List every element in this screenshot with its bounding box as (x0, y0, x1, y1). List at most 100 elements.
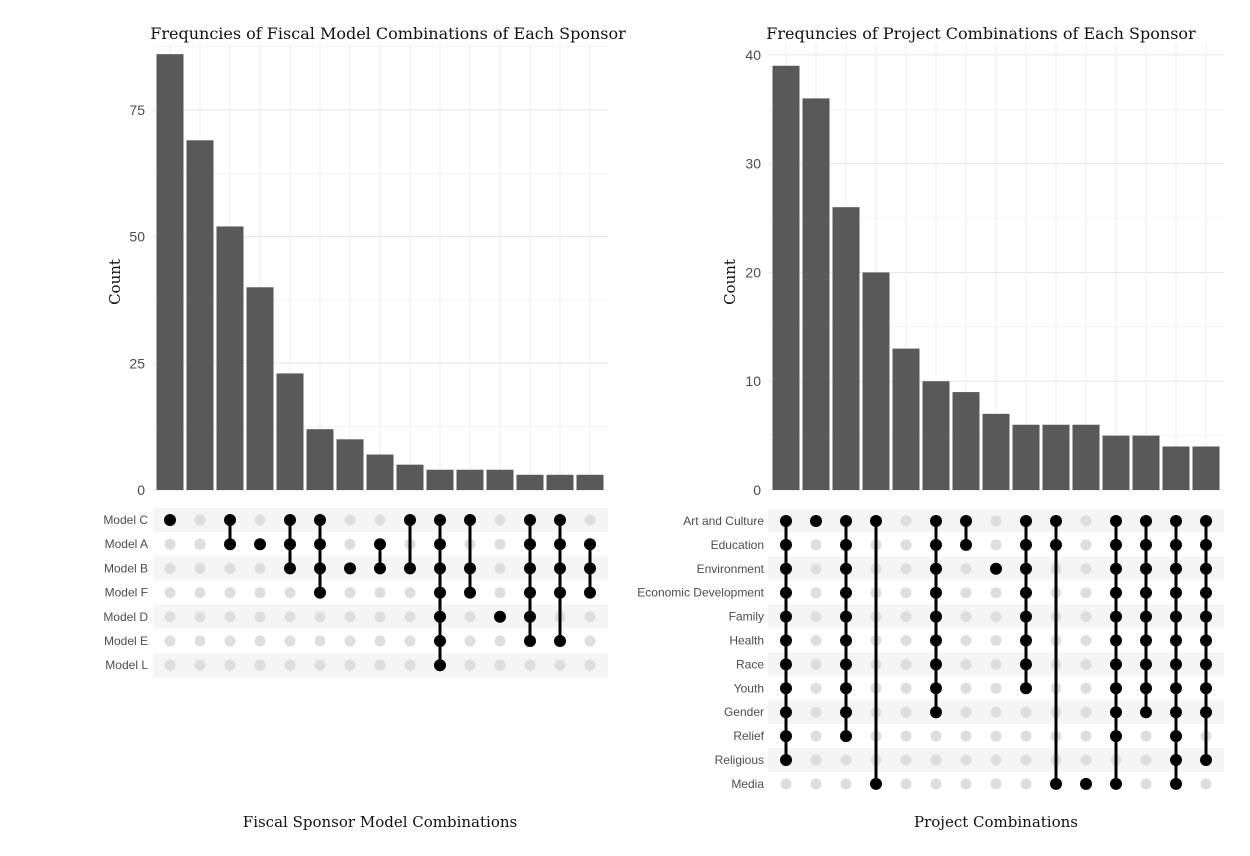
matrix-dot-empty (900, 611, 912, 623)
matrix-dot-empty (900, 539, 912, 551)
matrix-dot-filled (164, 514, 176, 526)
set-label: Model C (103, 513, 148, 527)
matrix-dot-filled (524, 610, 536, 623)
bar (216, 226, 244, 491)
matrix-dot-empty (1080, 730, 1092, 742)
matrix-dot-empty (284, 611, 296, 623)
matrix-dot-empty (930, 754, 942, 766)
matrix-dot-empty (254, 659, 266, 671)
set-label: Gender (724, 705, 764, 719)
matrix-dot-filled (524, 635, 536, 647)
matrix-dot-empty (284, 659, 296, 671)
matrix-dot-filled (930, 706, 942, 719)
matrix-dot-filled (1200, 706, 1212, 719)
matrix-dot-filled (1110, 610, 1122, 623)
matrix-dot-filled (1170, 682, 1182, 695)
matrix-dot-filled (1110, 562, 1122, 575)
matrix-dot-empty (900, 682, 912, 694)
bar (922, 381, 950, 490)
matrix-dot-filled (780, 730, 792, 743)
matrix-dot-filled (1110, 634, 1122, 647)
matrix-dot-empty (494, 514, 506, 526)
bar (832, 207, 860, 491)
matrix-dot-empty (1140, 778, 1152, 790)
bar (1012, 424, 1040, 490)
bar (276, 373, 304, 490)
matrix-dot-filled (1170, 515, 1182, 527)
bar (892, 348, 920, 490)
matrix-dot-filled (840, 682, 852, 695)
bar (952, 392, 980, 490)
matrix-dot-filled (1170, 730, 1182, 743)
matrix-dot-filled (1140, 706, 1152, 719)
matrix-dot-empty (584, 659, 596, 671)
matrix-dot-filled (870, 515, 882, 527)
bar (396, 464, 424, 490)
bar (1042, 424, 1070, 490)
matrix-dot-filled (1140, 682, 1152, 695)
matrix-dot-empty (584, 635, 596, 647)
matrix-dot-empty (254, 514, 266, 526)
matrix-dot-filled (1170, 610, 1182, 623)
matrix-dot-empty (494, 562, 506, 574)
set-label: Model L (105, 658, 148, 672)
matrix-dot-empty (464, 659, 476, 671)
bar (1162, 446, 1190, 490)
matrix-dot-filled (314, 538, 326, 551)
y-tick-label: 75 (129, 102, 145, 118)
matrix-dot-filled (1200, 538, 1212, 551)
matrix-dot-empty (374, 659, 386, 671)
matrix-dot-empty (990, 778, 1002, 790)
matrix-dot-empty (1080, 539, 1092, 551)
matrix-dot-filled (1170, 658, 1182, 671)
matrix-dot-filled (584, 538, 596, 551)
matrix-dot-filled (1110, 538, 1122, 551)
matrix-dot-filled (960, 538, 972, 551)
x-axis-label: Fiscal Sponsor Model Combinations (243, 813, 517, 831)
matrix-dot-empty (960, 706, 972, 718)
bar (802, 98, 830, 490)
matrix-dot-empty (224, 587, 236, 599)
matrix-dot-filled (434, 635, 446, 647)
matrix-dot-empty (464, 635, 476, 647)
matrix-dot-filled (780, 658, 792, 671)
matrix-dot-empty (164, 562, 176, 574)
matrix-dot-filled (810, 515, 822, 527)
matrix-dot-filled (554, 635, 566, 647)
bar (982, 413, 1010, 490)
matrix-dot-empty (990, 730, 1002, 742)
matrix-dot-filled (1110, 682, 1122, 695)
bar (772, 65, 800, 490)
chart-title: Frequncies of Project Combinations of Ea… (766, 24, 1196, 43)
matrix-dot-empty (1080, 563, 1092, 575)
matrix-dot-filled (930, 586, 942, 599)
bar (456, 469, 484, 490)
matrix-dot-empty (374, 587, 386, 599)
matrix-dot-filled (584, 586, 596, 599)
matrix-dot-filled (840, 562, 852, 575)
set-label: Model E (104, 634, 148, 648)
bar (246, 287, 274, 490)
matrix-dot-empty (840, 754, 852, 766)
matrix-dot-empty (344, 611, 356, 623)
matrix-dot-filled (1110, 706, 1122, 719)
matrix-dot-filled (254, 538, 266, 551)
matrix-dot-filled (434, 562, 446, 575)
matrix-dot-filled (284, 562, 296, 575)
set-label: Model D (103, 610, 148, 624)
matrix-dot-filled (780, 754, 792, 766)
matrix-dot-empty (900, 706, 912, 718)
matrix-dot-filled (1140, 610, 1152, 623)
matrix-dot-empty (990, 539, 1002, 551)
matrix-dot-filled (524, 562, 536, 575)
matrix-dot-empty (960, 563, 972, 575)
matrix-dot-filled (1140, 515, 1152, 527)
matrix-dot-filled (1110, 730, 1122, 743)
matrix-dot-filled (1050, 538, 1062, 551)
set-label: Education (711, 538, 764, 552)
y-axis-label: Count (106, 259, 124, 305)
matrix-dot-filled (344, 562, 356, 575)
matrix-dot-empty (810, 563, 822, 575)
matrix-dot-empty (1080, 682, 1092, 694)
matrix-dot-empty (374, 611, 386, 623)
